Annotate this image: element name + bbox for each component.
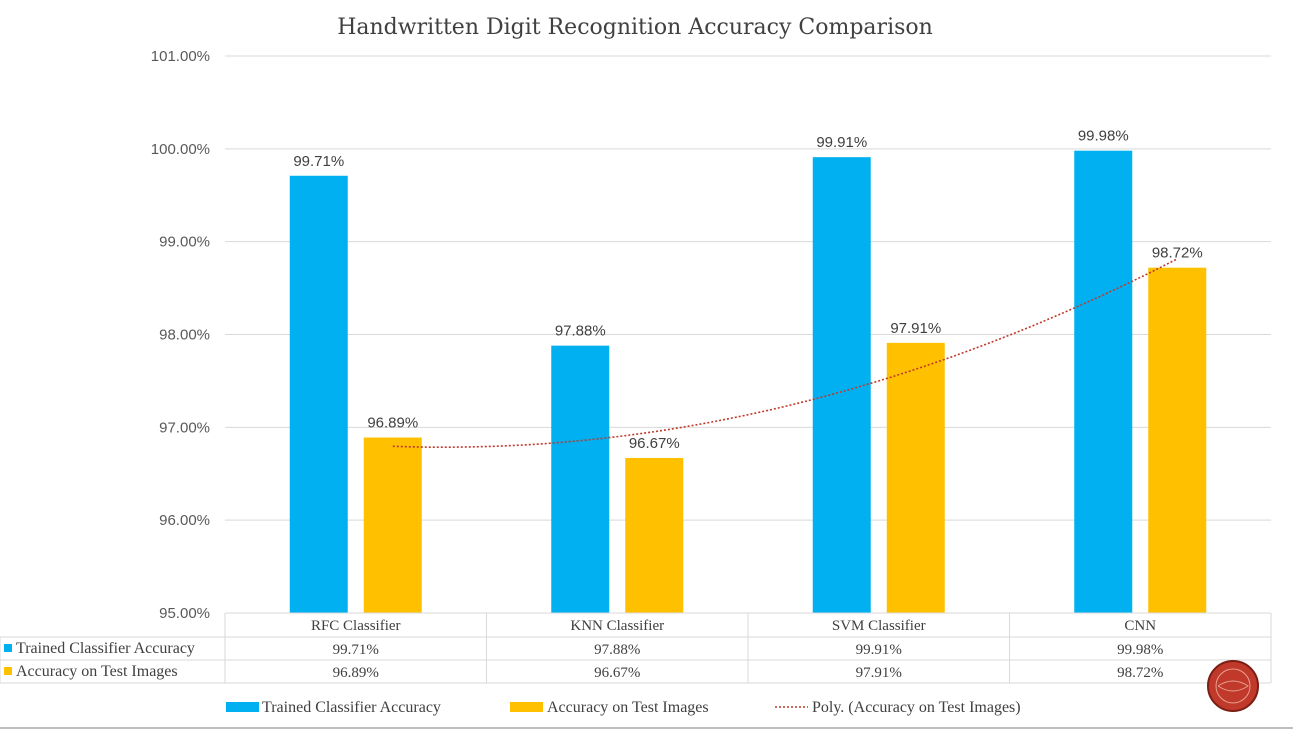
bar-test xyxy=(886,342,945,613)
bar-test xyxy=(625,457,684,613)
table-row-header: Trained Classifier Accuracy xyxy=(16,640,195,657)
bar-trained xyxy=(551,345,610,613)
table-category: KNN Classifier xyxy=(570,618,664,634)
bar-test xyxy=(1148,267,1207,613)
data-label: 99.91% xyxy=(816,134,867,151)
logo-circle xyxy=(1207,660,1259,712)
legend-label: Trained Classifier Accuracy xyxy=(262,699,441,716)
y-tick-label: 96.00% xyxy=(159,512,210,529)
data-label: 97.91% xyxy=(890,320,941,337)
chart-title: Handwritten Digit Recognition Accuracy C… xyxy=(337,15,933,40)
table-category: RFC Classifier xyxy=(311,618,401,634)
bar-test xyxy=(363,437,422,613)
logo-icon xyxy=(1207,660,1259,712)
y-tick-label: 95.00% xyxy=(159,605,210,622)
y-tick-label: 97.00% xyxy=(159,419,210,436)
y-axis-ticks: 95.00% 96.00% 97.00% 98.00% 99.00% 100.00% 101… xyxy=(151,48,210,622)
y-tick-label: 101.00% xyxy=(151,48,210,65)
y-tick-label: 98.00% xyxy=(159,327,210,344)
data-label: 96.89% xyxy=(367,415,418,432)
y-tick-label: 99.00% xyxy=(159,234,210,251)
logo-arc xyxy=(1217,680,1249,692)
data-label: 99.98% xyxy=(1078,128,1129,145)
legend: Trained Classifier Accuracy Accuracy on T… xyxy=(0,699,1293,729)
y-tick-label: 100.00% xyxy=(151,141,210,158)
table-category: CNN xyxy=(1124,618,1156,634)
data-table: RFC Classifier 99.71% 96.89% KNN Classifier… xyxy=(0,612,1272,684)
table-category: SVM Classifier xyxy=(832,618,926,634)
table-cell: 99.91% xyxy=(856,642,902,658)
table-cell: 98.72% xyxy=(1117,665,1163,681)
bar-trained xyxy=(1074,150,1133,613)
table-cell: 97.91% xyxy=(856,665,902,681)
logo-ring xyxy=(1215,668,1251,704)
table-cell: 99.71% xyxy=(333,642,379,658)
data-label: 99.71% xyxy=(293,153,344,170)
data-label: 98.72% xyxy=(1152,245,1203,262)
table-legend-key xyxy=(4,644,12,652)
data-labels: 99.71% 96.89% 97.88% 96.67% 99.91% 97.91% 99.9… xyxy=(293,128,1202,452)
data-label: 96.67% xyxy=(629,435,680,452)
bars xyxy=(289,150,1207,613)
data-label: 97.88% xyxy=(555,323,606,340)
table-cell: 96.67% xyxy=(594,665,640,681)
table-row-header: Accuracy on Test Images xyxy=(16,663,178,680)
table-cell: 99.98% xyxy=(1117,642,1163,658)
legend-swatch-trained xyxy=(226,702,259,712)
table-cell: 97.88% xyxy=(594,642,640,658)
table-legend-key xyxy=(4,667,12,675)
trendline xyxy=(392,258,1178,448)
trendline-path xyxy=(392,258,1178,448)
legend-label: Accuracy on Test Images xyxy=(547,699,709,716)
legend-label: Poly. (Accuracy on Test Images) xyxy=(812,699,1021,716)
bar-trained xyxy=(289,175,348,613)
table-cell: 96.89% xyxy=(333,665,379,681)
legend-swatch-test xyxy=(510,702,543,712)
bar-trained xyxy=(812,157,871,613)
